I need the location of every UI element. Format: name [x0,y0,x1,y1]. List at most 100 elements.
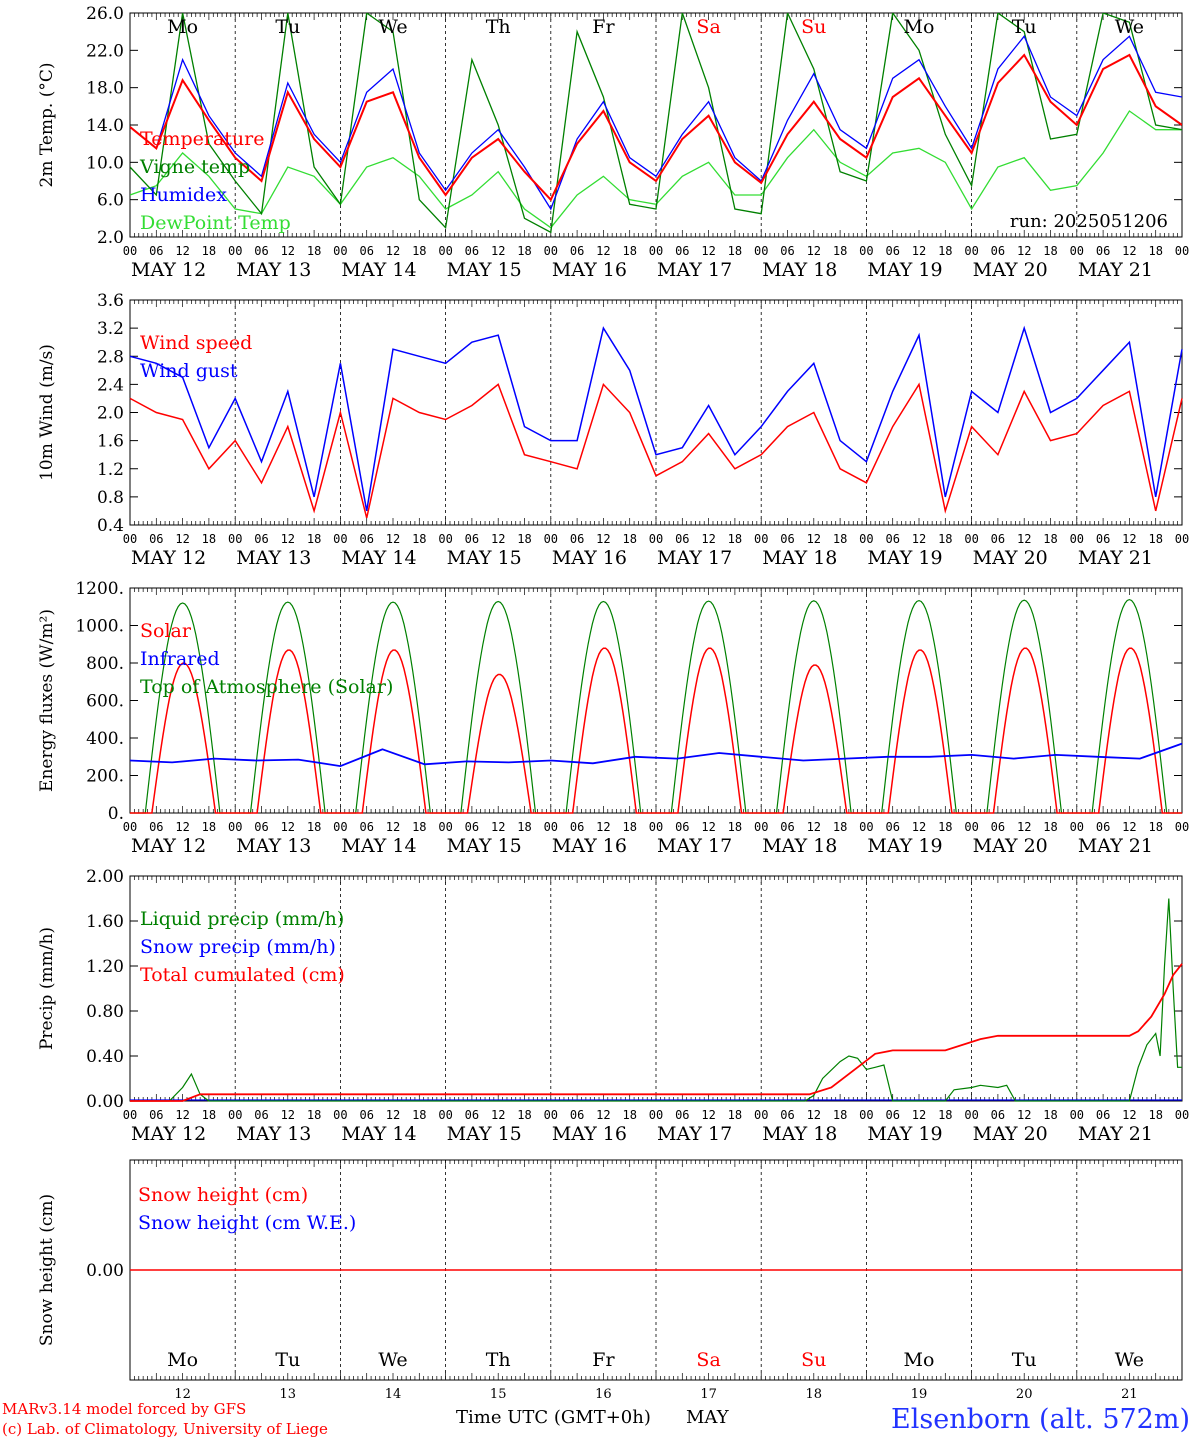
y-tick-label: 1200. [75,579,124,599]
weekday-label: Su [801,1349,826,1371]
day-number-label: 18 [806,1387,823,1402]
hour-tick-label: 00 [964,820,978,834]
hour-tick-label: 12 [386,244,400,258]
hour-tick-label: 00 [544,820,558,834]
hour-tick-label: 06 [254,244,268,258]
series-line-wind-speed [129,382,1183,519]
hour-tick-label: 00 [544,532,558,546]
hour-tick-label: 06 [149,244,163,258]
series-line-temperature [130,53,1182,202]
hour-tick-label: 00 [1070,532,1084,546]
hour-tick-label: 00 [333,1108,347,1122]
legend-entry: DewPoint Temp [140,212,291,234]
hour-tick-label: 12 [1017,532,1031,546]
date-label: MAY 20 [973,259,1048,281]
hour-tick-label: 18 [202,244,216,258]
day-number-label: 17 [700,1387,717,1402]
weekday-label: Th [486,1349,511,1371]
hour-tick-label: 12 [912,532,926,546]
hour-tick-label: 06 [675,532,689,546]
hour-tick-label: 00 [438,532,452,546]
date-label: MAY 12 [131,547,206,569]
hour-tick-label: 12 [491,244,505,258]
day-number-label: 14 [385,1387,402,1402]
hour-tick-label: 18 [202,1108,216,1122]
hour-tick-label: 18 [412,532,426,546]
y-tick-label: 800. [86,654,124,674]
hour-tick-label: 06 [254,820,268,834]
hour-tick-label: 06 [1096,1108,1110,1122]
weekday-label: Sa [696,16,720,38]
day-number-label: 16 [595,1387,612,1402]
y-tick-label: 18.0 [86,79,124,99]
date-label: MAY 17 [657,835,732,857]
hour-tick-label: 00 [228,244,242,258]
hour-tick-label: 18 [517,532,531,546]
weekday-label: Th [486,16,511,38]
date-label: MAY 18 [762,835,837,857]
hour-tick-label: 00 [754,1108,768,1122]
hour-tick-label: 18 [1043,532,1057,546]
hour-tick-label: 18 [412,244,426,258]
hour-tick-label: 18 [307,532,321,546]
date-label: MAY 21 [1078,1123,1153,1145]
hour-tick-label: 00 [859,820,873,834]
hour-tick-label: 06 [885,532,899,546]
hour-tick-label: 00 [964,532,978,546]
hour-tick-label: 12 [1122,532,1136,546]
y-tick-label: 3.6 [97,291,124,311]
hour-tick-label: 00 [859,244,873,258]
hour-tick-label: 00 [1175,1108,1189,1122]
hour-tick-label: 00 [123,820,137,834]
hour-tick-label: 06 [570,532,584,546]
hour-tick-label: 00 [754,820,768,834]
y-tick-label: 2.4 [97,375,124,395]
hour-tick-label: 12 [175,532,189,546]
hour-tick-label: 06 [570,244,584,258]
hour-tick-label: 12 [807,244,821,258]
y-tick-label: 200. [86,767,124,787]
hour-tick-label: 18 [833,820,847,834]
hour-tick-label: 18 [1043,1108,1057,1122]
series-line-total-cumulated [130,963,1183,1102]
hour-tick-label: 00 [1070,244,1084,258]
hour-tick-label: 18 [412,1108,426,1122]
day-number-label: 13 [280,1387,297,1402]
weekday-label: Tu [275,16,300,38]
weekday-label: We [1115,1349,1144,1371]
hour-tick-label: 18 [938,820,952,834]
weekday-label: Mo [904,1349,935,1371]
hour-tick-label: 00 [859,1108,873,1122]
hour-tick-label: 00 [438,1108,452,1122]
hour-tick-label: 00 [544,1108,558,1122]
date-label: MAY 19 [867,547,942,569]
hour-tick-label: 12 [1017,244,1031,258]
weekday-label: Tu [1012,1349,1037,1371]
hour-tick-label: 18 [307,1108,321,1122]
hour-tick-label: 18 [728,820,742,834]
date-label: MAY 18 [762,1123,837,1145]
hour-tick-label: 18 [938,532,952,546]
hour-tick-label: 06 [465,820,479,834]
y-axis-label: Snow height (cm) [37,1194,57,1346]
hour-tick-label: 00 [649,244,663,258]
footer: MARv3.14 model forced by GFS (c) Lab. of … [2,1400,1190,1438]
date-label: MAY 16 [552,835,627,857]
hour-tick-label: 12 [596,532,610,546]
hour-tick-label: 12 [701,820,715,834]
hour-tick-label: 18 [1148,1108,1162,1122]
hour-tick-label: 06 [885,244,899,258]
y-tick-label: 26.0 [86,4,124,24]
hour-tick-label: 12 [1122,820,1136,834]
hour-tick-label: 18 [622,1108,636,1122]
series-line-humidex [130,35,1182,211]
series-line-liquid-precip [130,898,1182,1102]
hour-tick-label: 12 [912,1108,926,1122]
hour-tick-label: 18 [517,1108,531,1122]
hour-tick-label: 18 [622,244,636,258]
hour-tick-label: 18 [1148,532,1162,546]
date-label: MAY 18 [762,547,837,569]
hour-tick-label: 00 [964,1108,978,1122]
